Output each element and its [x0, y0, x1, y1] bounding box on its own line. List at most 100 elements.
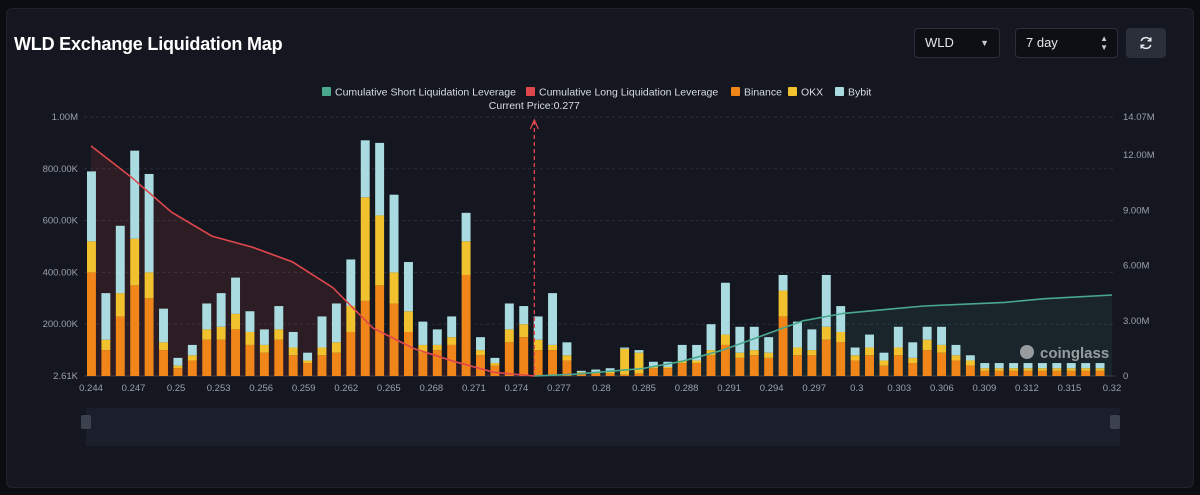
period-select[interactable]: 7 day ▲ ▼: [1015, 28, 1118, 58]
bar-binance: [187, 360, 197, 376]
bar-okx: [980, 368, 990, 371]
y-right-tick-label: 12.00M: [1123, 150, 1155, 161]
bar-okx: [418, 344, 428, 353]
bar-bybit: [375, 142, 385, 216]
bar-binance: [1081, 370, 1091, 376]
bar-bybit: [908, 342, 918, 358]
bar-okx: [648, 366, 658, 369]
current-price-label: Current Price:0.277: [489, 100, 580, 112]
bar-bybit: [994, 363, 1004, 369]
bar-okx: [850, 355, 860, 361]
bar-okx: [793, 347, 802, 356]
x-tick-label: 0.315: [1058, 383, 1082, 394]
bar-binance: [130, 285, 140, 376]
bar-binance: [692, 363, 702, 376]
bar-binance: [706, 355, 716, 376]
bar-okx: [692, 360, 702, 364]
bar-bybit: [764, 337, 774, 353]
bar-okx: [1037, 368, 1047, 371]
bar-binance: [504, 342, 514, 376]
bar-binance: [1009, 370, 1019, 376]
bar-bybit: [965, 355, 975, 361]
y-right-tick-label: 14.07M: [1123, 112, 1155, 123]
legend-item-label: Cumulative Short Liquidation Leverage: [335, 87, 516, 99]
bar-okx: [937, 344, 947, 353]
bar-okx: [202, 329, 212, 340]
bar-bybit: [778, 274, 788, 291]
bar-okx: [231, 313, 241, 330]
bar-bybit: [87, 171, 96, 242]
bar-binance: [562, 360, 572, 376]
bar-bybit: [1037, 363, 1047, 369]
bar-bybit: [216, 293, 226, 327]
bar-binance: [634, 373, 644, 376]
bar-bybit: [548, 293, 558, 345]
bar-binance: [202, 339, 212, 376]
bar-okx: [389, 272, 399, 304]
x-tick-label: 0.294: [760, 383, 784, 394]
bar-binance: [1052, 370, 1062, 376]
bar-okx: [130, 238, 140, 286]
bar-okx: [922, 339, 932, 351]
bar-okx: [476, 350, 485, 356]
x-tick-label: 0.274: [505, 383, 529, 394]
bar-binance: [677, 363, 687, 376]
bar-bybit: [389, 194, 399, 273]
bar-okx: [994, 368, 1004, 371]
bar-binance: [980, 370, 990, 376]
x-tick-label: 0.253: [207, 383, 231, 394]
slider-track[interactable]: [86, 408, 1120, 446]
slider-handle-left[interactable]: [81, 415, 91, 429]
legend-item-label: Cumulative Long Liquidation Leverage: [539, 87, 718, 99]
bar-binance: [735, 357, 745, 376]
bar-binance: [620, 374, 630, 376]
x-tick-label: 0.312: [1015, 383, 1039, 394]
slider-handle-right[interactable]: [1110, 415, 1120, 429]
bar-binance: [749, 355, 759, 376]
symbol-select[interactable]: WLD ▼: [914, 28, 1000, 58]
bar-bybit: [1023, 363, 1033, 369]
bar-okx: [533, 339, 543, 351]
y-left-tick-label: 400.00K: [43, 267, 79, 278]
coinglass-logo-icon: [1020, 345, 1034, 359]
bar-binance: [360, 300, 370, 376]
bar-bybit: [101, 293, 111, 340]
bar-binance: [87, 272, 96, 376]
bar-okx: [807, 350, 817, 356]
refresh-icon: [1140, 36, 1152, 50]
bar-okx: [620, 348, 630, 375]
bar-okx: [101, 339, 111, 351]
bar-binance: [850, 360, 860, 376]
legend-swatch: [731, 87, 740, 96]
bar-bybit: [317, 316, 327, 348]
x-tick-label: 0.265: [377, 383, 401, 394]
bar-okx: [87, 241, 96, 273]
bar-binance: [1095, 370, 1105, 376]
bar-binance: [793, 355, 802, 376]
bar-binance: [937, 352, 947, 376]
bar-bybit: [432, 329, 442, 345]
range-slider[interactable]: [81, 408, 1120, 446]
x-tick-label: 0.256: [249, 383, 273, 394]
bar-bybit: [533, 316, 543, 340]
x-tick-label: 0.285: [632, 383, 656, 394]
bar-okx: [908, 357, 918, 364]
legend-swatch: [526, 87, 535, 96]
x-tick-label: 0.306: [930, 383, 954, 394]
legend-item-label: Bybit: [848, 87, 871, 99]
bar-okx: [375, 215, 385, 286]
refresh-button[interactable]: [1126, 28, 1166, 58]
bar-okx: [187, 355, 197, 361]
y-right-tick-label: 3.00M: [1123, 316, 1149, 327]
bar-bybit: [1081, 363, 1091, 369]
y-left-tick-label: 800.00K: [43, 164, 79, 175]
bar-binance: [807, 355, 817, 376]
bar-okx: [720, 334, 730, 345]
watermark-text: coinglass: [1040, 345, 1109, 362]
bar-binance: [663, 368, 673, 376]
bar-okx: [562, 355, 572, 361]
bar-binance: [461, 274, 471, 376]
x-tick-label: 0.262: [334, 383, 358, 394]
updown-arrows-icon: ▲ ▼: [1100, 34, 1108, 52]
legend-swatch: [835, 87, 844, 96]
